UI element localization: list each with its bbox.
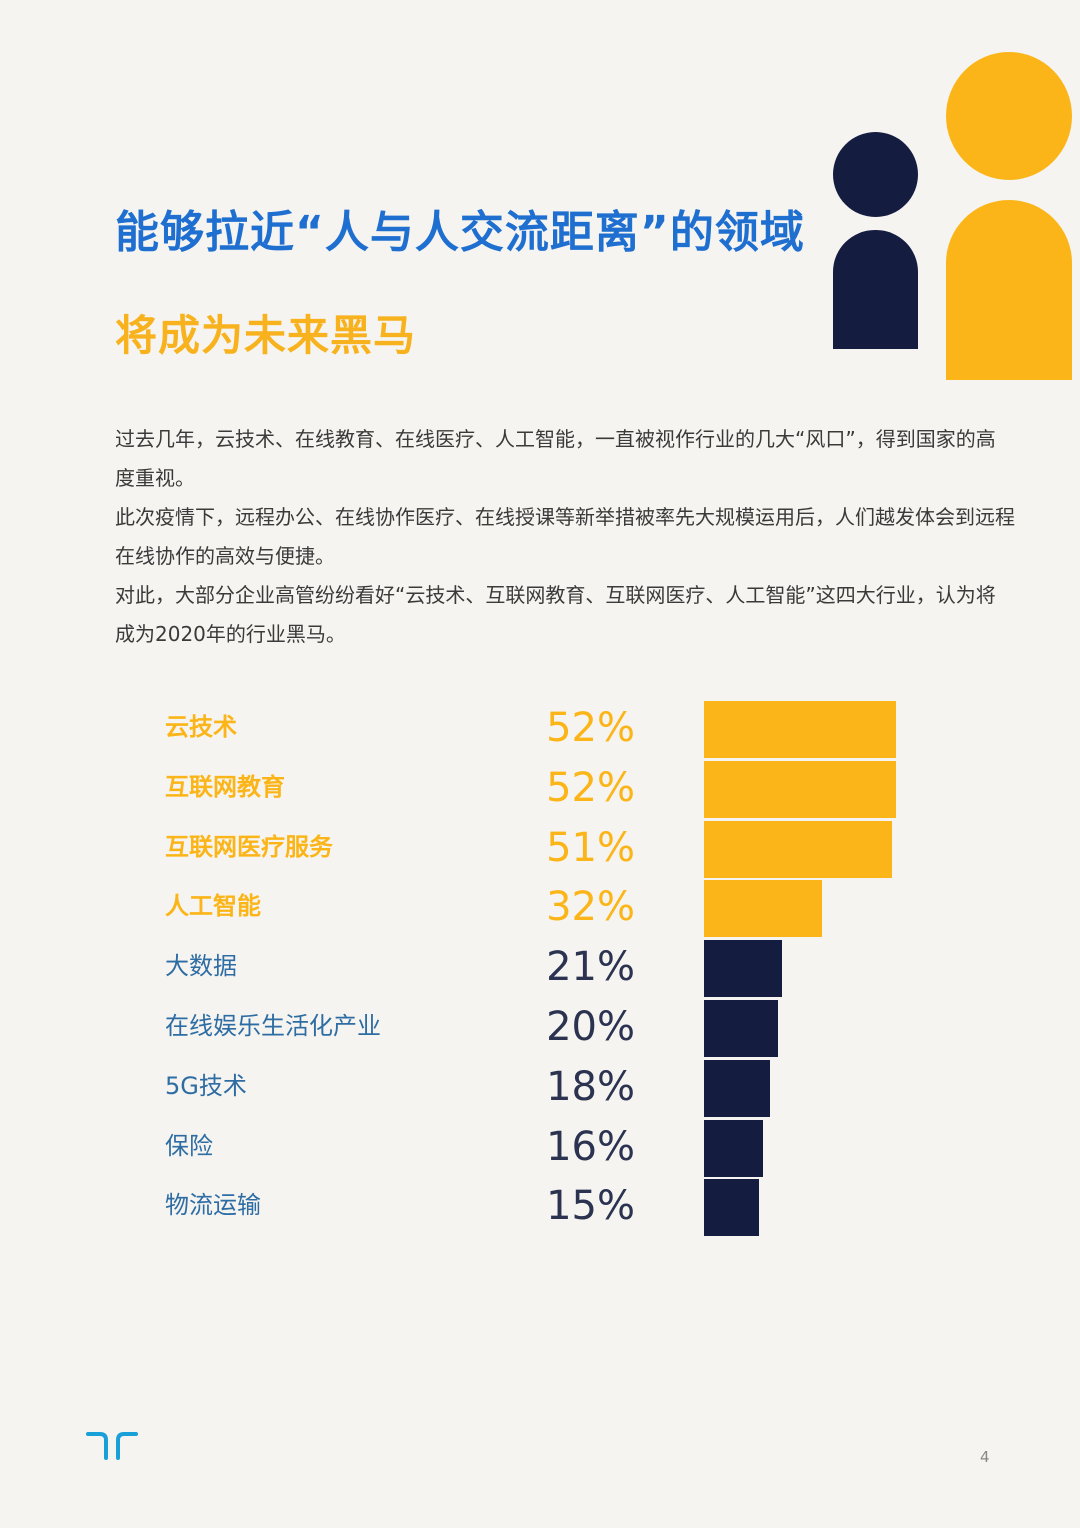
intro-paragraph: 此次疫情下，远程办公、在线协作医疗、在线授课等新举措被率先大规模运用后，人们越发… xyxy=(115,505,1015,568)
category-label: 物流运输 xyxy=(165,1191,261,1220)
bar xyxy=(704,820,892,878)
person-figure-navy-body xyxy=(833,230,918,349)
category-label: 云技术 xyxy=(165,713,237,741)
intro-paragraph: 过去几年，云技术、在线教育、在线医疗、人工智能，一直被视作行业的几大“风口”，得… xyxy=(115,427,996,490)
value-label: 20% xyxy=(546,1004,635,1050)
value-label: 32% xyxy=(546,884,635,931)
category-label: 5G技术 xyxy=(165,1071,247,1100)
person-figure-yellow-body xyxy=(946,200,1072,380)
value-label: 15% xyxy=(546,1183,635,1230)
bar xyxy=(704,1000,778,1057)
page-number: 4 xyxy=(980,1448,990,1466)
value-label: 52% xyxy=(546,705,635,751)
person-figure-navy-head xyxy=(833,132,918,217)
bar xyxy=(704,880,822,938)
category-label: 互联网医疗服务 xyxy=(165,832,333,861)
value-label: 18% xyxy=(546,1063,635,1110)
category-label: 人工智能 xyxy=(165,892,261,921)
category-label: 大数据 xyxy=(165,952,237,981)
value-label: 16% xyxy=(546,1123,635,1170)
category-label: 互联网教育 xyxy=(165,772,285,801)
bar xyxy=(704,1179,759,1237)
person-figure-yellow-head xyxy=(946,52,1072,180)
bar xyxy=(704,701,896,758)
page-title: 能够拉近“人与人交流距离”的领域 xyxy=(115,207,805,258)
intro-text: 过去几年，云技术、在线教育、在线医疗、人工智能，一直被视作行业的几大“风口”，得… xyxy=(115,420,1015,654)
value-label: 51% xyxy=(546,824,635,871)
intro-paragraph: 对此，大部分企业高管纷纷看好“云技术、互联网教育、互联网医疗、人工智能”这四大行… xyxy=(115,583,996,646)
bar xyxy=(704,1059,770,1117)
value-label: 21% xyxy=(546,944,635,991)
page-subtitle: 将成为未来黑马 xyxy=(115,311,417,360)
category-label: 在线娱乐生活化产业 xyxy=(165,1012,381,1040)
bar xyxy=(704,1119,763,1177)
category-label: 保险 xyxy=(165,1131,213,1160)
bar xyxy=(704,940,782,998)
company-logo-icon xyxy=(86,1432,138,1460)
bar xyxy=(704,760,896,818)
value-label: 52% xyxy=(546,764,635,811)
